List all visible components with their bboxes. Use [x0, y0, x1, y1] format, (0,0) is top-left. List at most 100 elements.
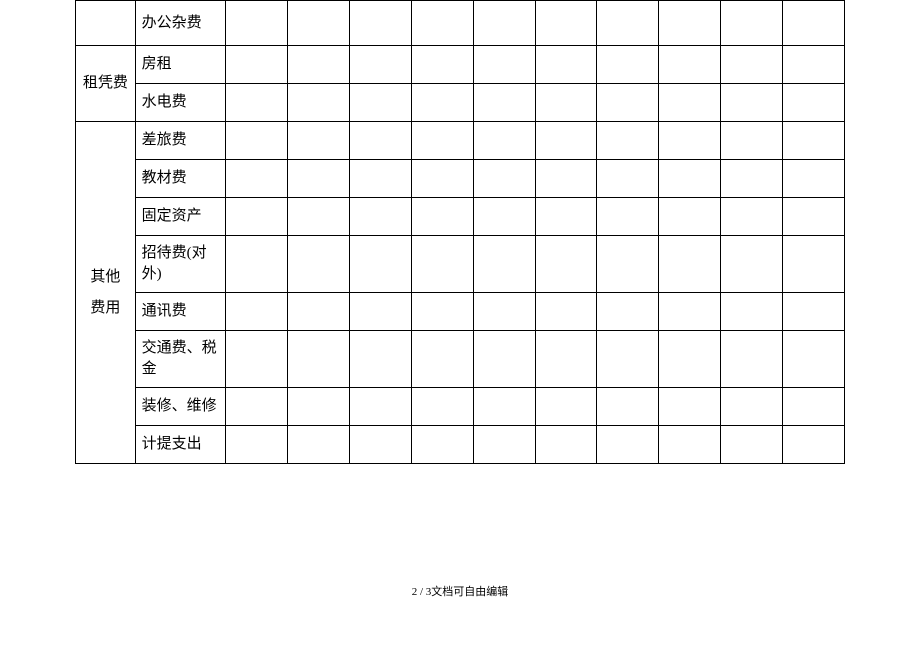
- data-cell: [721, 293, 783, 331]
- data-cell: [411, 293, 473, 331]
- data-cell: [597, 84, 659, 122]
- data-cell: [721, 198, 783, 236]
- category-cell-empty: [76, 1, 136, 46]
- data-cell: [659, 293, 721, 331]
- table-row: 其他 费用 差旅费: [76, 122, 845, 160]
- data-cell: [535, 160, 597, 198]
- data-cell: [659, 84, 721, 122]
- data-cell: [411, 426, 473, 464]
- data-cell: [782, 236, 844, 293]
- data-cell: [411, 388, 473, 426]
- data-cell: [659, 198, 721, 236]
- data-cell: [411, 84, 473, 122]
- data-cell: [226, 426, 288, 464]
- data-cell: [782, 46, 844, 84]
- table-row: 交通费、税金: [76, 331, 845, 388]
- data-cell: [659, 331, 721, 388]
- data-cell: [535, 236, 597, 293]
- table-row: 固定资产: [76, 198, 845, 236]
- data-cell: [473, 331, 535, 388]
- subcategory-cell: 装修、维修: [135, 388, 226, 426]
- data-cell: [721, 1, 783, 46]
- data-cell: [535, 293, 597, 331]
- document-page: 办公杂费 租凭费 房租 水电费 其他 费用 差旅费 教材费: [75, 0, 845, 464]
- data-cell: [411, 1, 473, 46]
- data-cell: [226, 388, 288, 426]
- data-cell: [473, 236, 535, 293]
- data-cell: [535, 1, 597, 46]
- subcategory-cell: 交通费、税金: [135, 331, 226, 388]
- data-cell: [782, 1, 844, 46]
- data-cell: [288, 236, 350, 293]
- data-cell: [597, 1, 659, 46]
- data-cell: [473, 198, 535, 236]
- data-cell: [473, 293, 535, 331]
- data-cell: [721, 84, 783, 122]
- table-row: 计提支出: [76, 426, 845, 464]
- data-cell: [782, 160, 844, 198]
- table-row: 水电费: [76, 84, 845, 122]
- data-cell: [473, 46, 535, 84]
- data-cell: [782, 198, 844, 236]
- data-cell: [349, 1, 411, 46]
- data-cell: [535, 46, 597, 84]
- subcategory-cell: 计提支出: [135, 426, 226, 464]
- data-cell: [473, 122, 535, 160]
- data-cell: [288, 1, 350, 46]
- data-cell: [226, 122, 288, 160]
- data-cell: [288, 293, 350, 331]
- data-cell: [597, 293, 659, 331]
- data-cell: [288, 122, 350, 160]
- data-cell: [659, 388, 721, 426]
- table-row: 装修、维修: [76, 388, 845, 426]
- data-cell: [721, 122, 783, 160]
- subcategory-cell: 办公杂费: [135, 1, 226, 46]
- data-cell: [473, 160, 535, 198]
- data-cell: [782, 426, 844, 464]
- data-cell: [349, 293, 411, 331]
- subcategory-cell: 水电费: [135, 84, 226, 122]
- table-row: 租凭费 房租: [76, 46, 845, 84]
- data-cell: [473, 388, 535, 426]
- data-cell: [782, 388, 844, 426]
- category-other-line1: 其他: [80, 267, 131, 288]
- subcategory-cell: 招待费(对外): [135, 236, 226, 293]
- data-cell: [411, 198, 473, 236]
- data-cell: [411, 236, 473, 293]
- data-cell: [349, 388, 411, 426]
- data-cell: [721, 160, 783, 198]
- data-cell: [226, 236, 288, 293]
- data-cell: [288, 46, 350, 84]
- expense-table: 办公杂费 租凭费 房租 水电费 其他 费用 差旅费 教材费: [75, 0, 845, 464]
- data-cell: [535, 198, 597, 236]
- data-cell: [721, 236, 783, 293]
- data-cell: [349, 426, 411, 464]
- data-cell: [659, 1, 721, 46]
- data-cell: [411, 160, 473, 198]
- data-cell: [349, 160, 411, 198]
- subcategory-cell: 固定资产: [135, 198, 226, 236]
- data-cell: [349, 84, 411, 122]
- data-cell: [659, 46, 721, 84]
- data-cell: [473, 1, 535, 46]
- data-cell: [473, 426, 535, 464]
- table-row: 招待费(对外): [76, 236, 845, 293]
- data-cell: [782, 122, 844, 160]
- data-cell: [535, 84, 597, 122]
- data-cell: [349, 331, 411, 388]
- data-cell: [226, 160, 288, 198]
- data-cell: [721, 388, 783, 426]
- data-cell: [597, 236, 659, 293]
- spacer: [80, 288, 131, 298]
- data-cell: [782, 293, 844, 331]
- data-cell: [721, 426, 783, 464]
- table-row: 通讯费: [76, 293, 845, 331]
- subcategory-cell: 房租: [135, 46, 226, 84]
- subcategory-cell: 教材费: [135, 160, 226, 198]
- table-row: 教材费: [76, 160, 845, 198]
- data-cell: [597, 426, 659, 464]
- data-cell: [226, 293, 288, 331]
- data-cell: [597, 198, 659, 236]
- data-cell: [288, 426, 350, 464]
- data-cell: [226, 331, 288, 388]
